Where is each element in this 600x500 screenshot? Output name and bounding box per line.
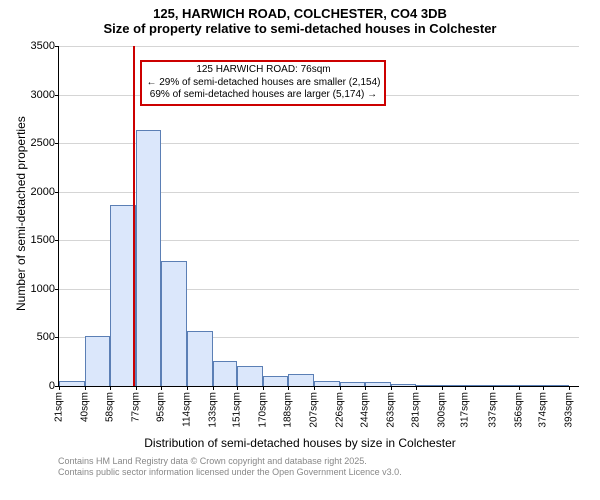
x-tick-label: 317sqm — [460, 392, 471, 428]
annotation-box: 125 HARWICH ROAD: 76sqm← 29% of semi-det… — [140, 60, 386, 106]
y-tick-label: 2500 — [31, 137, 59, 149]
histogram-bar — [314, 381, 340, 386]
attribution-line1: Contains HM Land Registry data © Crown c… — [58, 456, 402, 467]
x-tick-label: 114sqm — [181, 392, 192, 427]
x-tick-label: 77sqm — [130, 392, 141, 422]
histogram-bar — [365, 382, 391, 386]
plot-area: 0500100015002000250030003500125 HARWICH … — [58, 46, 579, 387]
attribution: Contains HM Land Registry data © Crown c… — [58, 456, 402, 478]
attribution-line2: Contains public sector information licen… — [58, 467, 402, 478]
histogram-bar — [187, 331, 213, 386]
x-tick-label: 207sqm — [309, 392, 320, 428]
x-tick-label: 151sqm — [232, 392, 243, 428]
x-axis-label: Distribution of semi-detached houses by … — [0, 436, 600, 450]
histogram-bar — [59, 381, 85, 386]
histogram-bar — [288, 374, 314, 386]
y-tick-label: 1000 — [31, 283, 59, 295]
x-tick-label: 300sqm — [436, 392, 447, 428]
x-tick-label: 95sqm — [155, 392, 166, 422]
histogram-bar — [85, 336, 110, 387]
y-tick-label: 0 — [49, 380, 59, 392]
annotation-line3: 69% of semi-detached houses are larger (… — [146, 89, 380, 102]
histogram-bar — [161, 261, 187, 386]
y-tick-label: 500 — [37, 331, 59, 343]
reference-line — [133, 46, 135, 386]
x-tick-label: 226sqm — [335, 392, 346, 428]
y-tick-label: 3500 — [31, 40, 59, 52]
histogram-bar — [442, 385, 465, 386]
histogram-bar — [519, 385, 544, 386]
y-axis-label: Number of semi-detached properties — [14, 116, 28, 311]
x-tick-label: 21sqm — [54, 392, 65, 422]
x-tick-label: 393sqm — [564, 392, 575, 428]
y-tick-label: 3000 — [31, 89, 59, 101]
x-tick-label: 244sqm — [359, 392, 370, 428]
x-tick-label: 337sqm — [487, 392, 498, 428]
chart-title-line1: 125, HARWICH ROAD, COLCHESTER, CO4 3DB — [0, 0, 600, 21]
histogram-bar — [465, 385, 492, 386]
x-tick-label: 263sqm — [386, 392, 397, 428]
x-tick-label: 58sqm — [104, 392, 115, 422]
x-tick-label: 188sqm — [283, 392, 294, 428]
histogram-bar — [213, 361, 238, 386]
histogram-bar — [493, 385, 519, 386]
x-tick-label: 356sqm — [513, 392, 524, 428]
x-tick-label: 40sqm — [80, 392, 91, 422]
x-tick-label: 374sqm — [538, 392, 549, 428]
histogram-bar — [136, 130, 161, 386]
x-tick-label: 281sqm — [410, 392, 421, 428]
annotation-line1: 125 HARWICH ROAD: 76sqm — [146, 64, 380, 77]
grid-line — [59, 46, 579, 47]
histogram-bar — [391, 384, 416, 386]
y-tick-label: 1500 — [31, 234, 59, 246]
x-tick-label: 170sqm — [258, 392, 269, 428]
histogram-bar — [543, 385, 569, 386]
histogram-bar — [416, 385, 442, 386]
histogram-bar — [237, 366, 263, 386]
chart-title-line2: Size of property relative to semi-detach… — [0, 21, 600, 40]
histogram-bar — [340, 382, 365, 386]
property-size-chart: 125, HARWICH ROAD, COLCHESTER, CO4 3DB S… — [0, 0, 600, 500]
histogram-bar — [263, 376, 288, 386]
annotation-line2: ← 29% of semi-detached houses are smalle… — [146, 77, 380, 90]
x-tick-label: 133sqm — [207, 392, 218, 428]
histogram-bar — [110, 205, 136, 386]
y-tick-label: 2000 — [31, 186, 59, 198]
